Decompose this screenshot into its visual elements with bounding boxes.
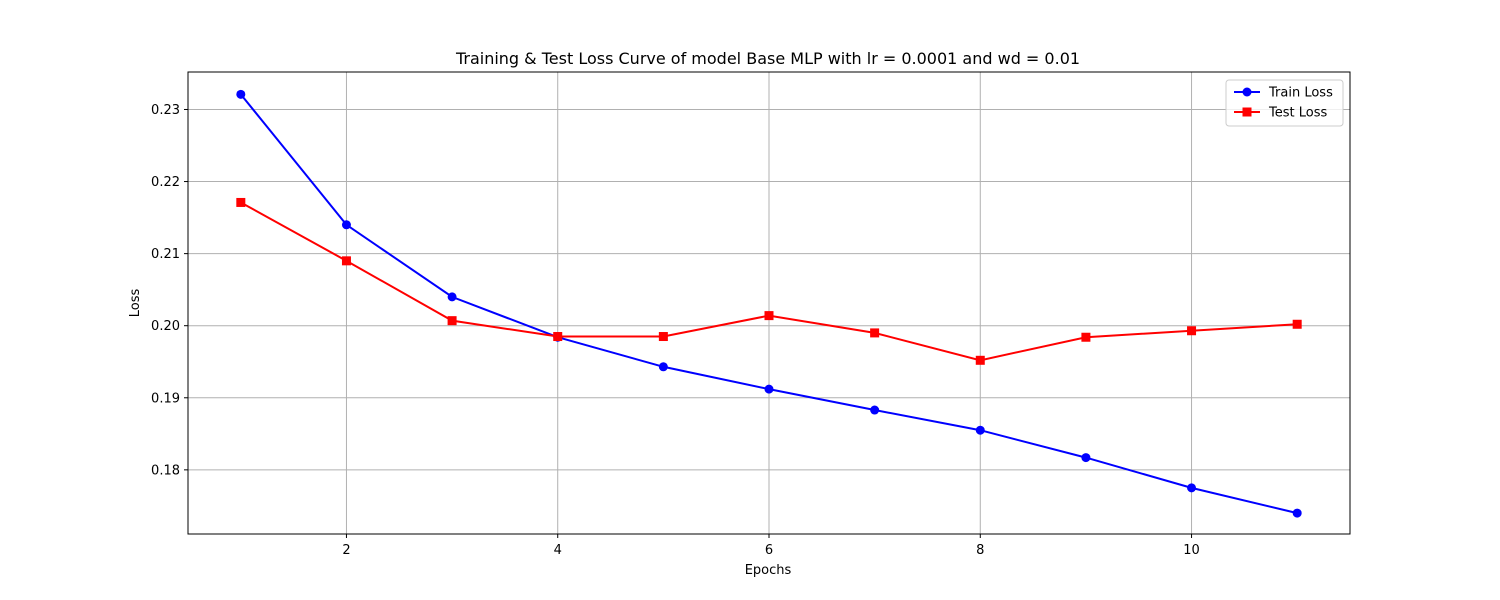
data-point [764, 384, 774, 394]
y-tick-label: 0.23 [151, 103, 180, 118]
y-tick-label: 0.20 [151, 319, 180, 334]
data-point [236, 89, 246, 99]
data-point [1081, 332, 1091, 342]
x-tick-label: 10 [1183, 543, 1200, 558]
x-tick-label: 4 [554, 543, 562, 558]
y-tick-label: 0.19 [151, 391, 180, 406]
data-point [764, 311, 774, 321]
x-tick-label: 8 [976, 543, 984, 558]
data-point [658, 332, 668, 342]
data-point [341, 256, 351, 266]
data-point [975, 425, 985, 435]
y-axis-label: Loss [128, 289, 143, 318]
x-tick-label: 2 [342, 543, 350, 558]
data-point [1292, 319, 1302, 329]
ticks: 2 4 6 8 10 0.18 0.19 0.20 0.21 0.22 0.23 [151, 103, 1200, 558]
legend-label: Train Loss [1268, 86, 1333, 101]
legend-marker [1242, 87, 1252, 97]
data-point [1292, 508, 1302, 518]
legend-label: Test Loss [1268, 106, 1327, 121]
data-point [870, 405, 880, 415]
data-point [447, 316, 457, 326]
data-point [236, 197, 246, 207]
data-point [447, 292, 457, 302]
series-layer [236, 89, 1302, 518]
y-tick-label: 0.21 [151, 247, 180, 262]
series-test-loss [236, 197, 1302, 365]
data-point [341, 220, 351, 230]
x-axis-label: Epochs [745, 563, 792, 578]
y-tick-label: 0.18 [151, 463, 180, 478]
data-point [1187, 326, 1197, 336]
legend-item: Train Loss [1234, 86, 1333, 101]
grid [188, 72, 1350, 534]
data-point [975, 355, 985, 365]
legend-item: Test Loss [1234, 106, 1327, 121]
data-point [658, 362, 668, 372]
y-tick-label: 0.22 [151, 175, 180, 190]
x-tick-label: 6 [765, 543, 773, 558]
data-point [1187, 483, 1197, 493]
chart-title: Training & Test Loss Curve of model Base… [455, 49, 1080, 68]
legend: Train Loss Test Loss [1225, 79, 1344, 127]
data-point [870, 328, 880, 338]
legend-marker [1242, 107, 1252, 117]
data-point [553, 332, 563, 342]
data-point [1081, 453, 1091, 463]
